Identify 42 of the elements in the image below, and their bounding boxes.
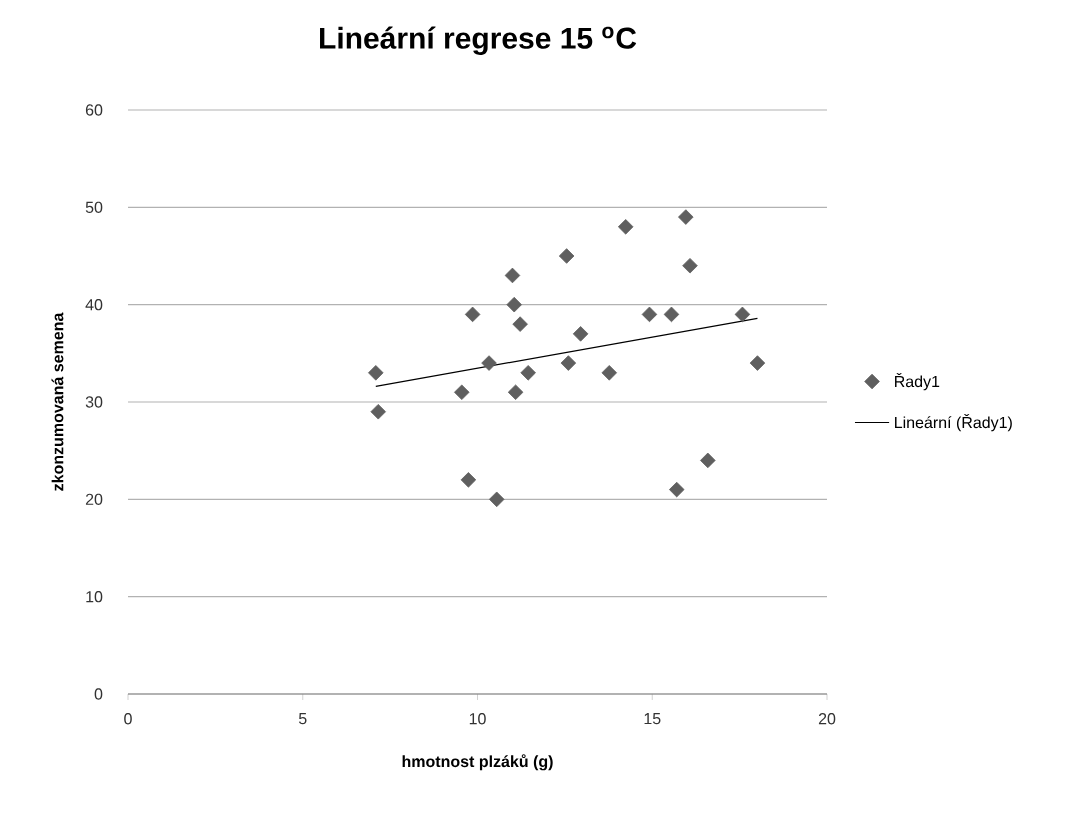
- y-tick-label: 20: [85, 493, 103, 505]
- point: [520, 365, 536, 381]
- y-tick-label: 0: [94, 688, 103, 700]
- point: [749, 355, 766, 371]
- y-axis-title: zkonzumovaná semena: [51, 312, 64, 491]
- point: [682, 257, 698, 274]
- y-tick-label: 10: [86, 591, 103, 603]
- x-axis-title: hmotnost plzáků (g): [402, 754, 553, 771]
- point: [460, 472, 477, 488]
- point: [601, 365, 618, 381]
- point: [734, 306, 751, 323]
- point: [507, 384, 524, 401]
- point: [488, 491, 505, 508]
- x-tick-label: 10: [469, 713, 486, 725]
- point: [506, 296, 522, 313]
- point: [370, 403, 386, 420]
- point: [481, 355, 497, 371]
- y-tick-label: 40: [85, 299, 103, 311]
- chart-title: Lineární regrese 15 $^{o}$C: [320, 26, 637, 55]
- point: [641, 306, 658, 323]
- y-tick-label: 30: [85, 396, 103, 408]
- legend-label: Řady1: [895, 373, 940, 391]
- point: [700, 452, 716, 469]
- point: [572, 326, 589, 342]
- point: [504, 267, 521, 284]
- x-tick-label: 15: [644, 713, 661, 725]
- point: [668, 481, 685, 498]
- point: [368, 365, 384, 381]
- point: [558, 248, 575, 264]
- x-tick-label: 20: [818, 713, 836, 725]
- point: [663, 306, 680, 323]
- point: [678, 209, 694, 225]
- point: [512, 316, 528, 332]
- legend-label: Lineární (Řady1): [895, 413, 1012, 432]
- point: [560, 355, 577, 371]
- point: [454, 384, 470, 401]
- x-tick-label: 5: [298, 713, 307, 725]
- y-tick-label: 50: [85, 201, 103, 213]
- y-tick-label: 60: [85, 104, 103, 116]
- x-tick-label: 0: [124, 713, 132, 725]
- point: [464, 306, 481, 323]
- point: [617, 219, 634, 235]
